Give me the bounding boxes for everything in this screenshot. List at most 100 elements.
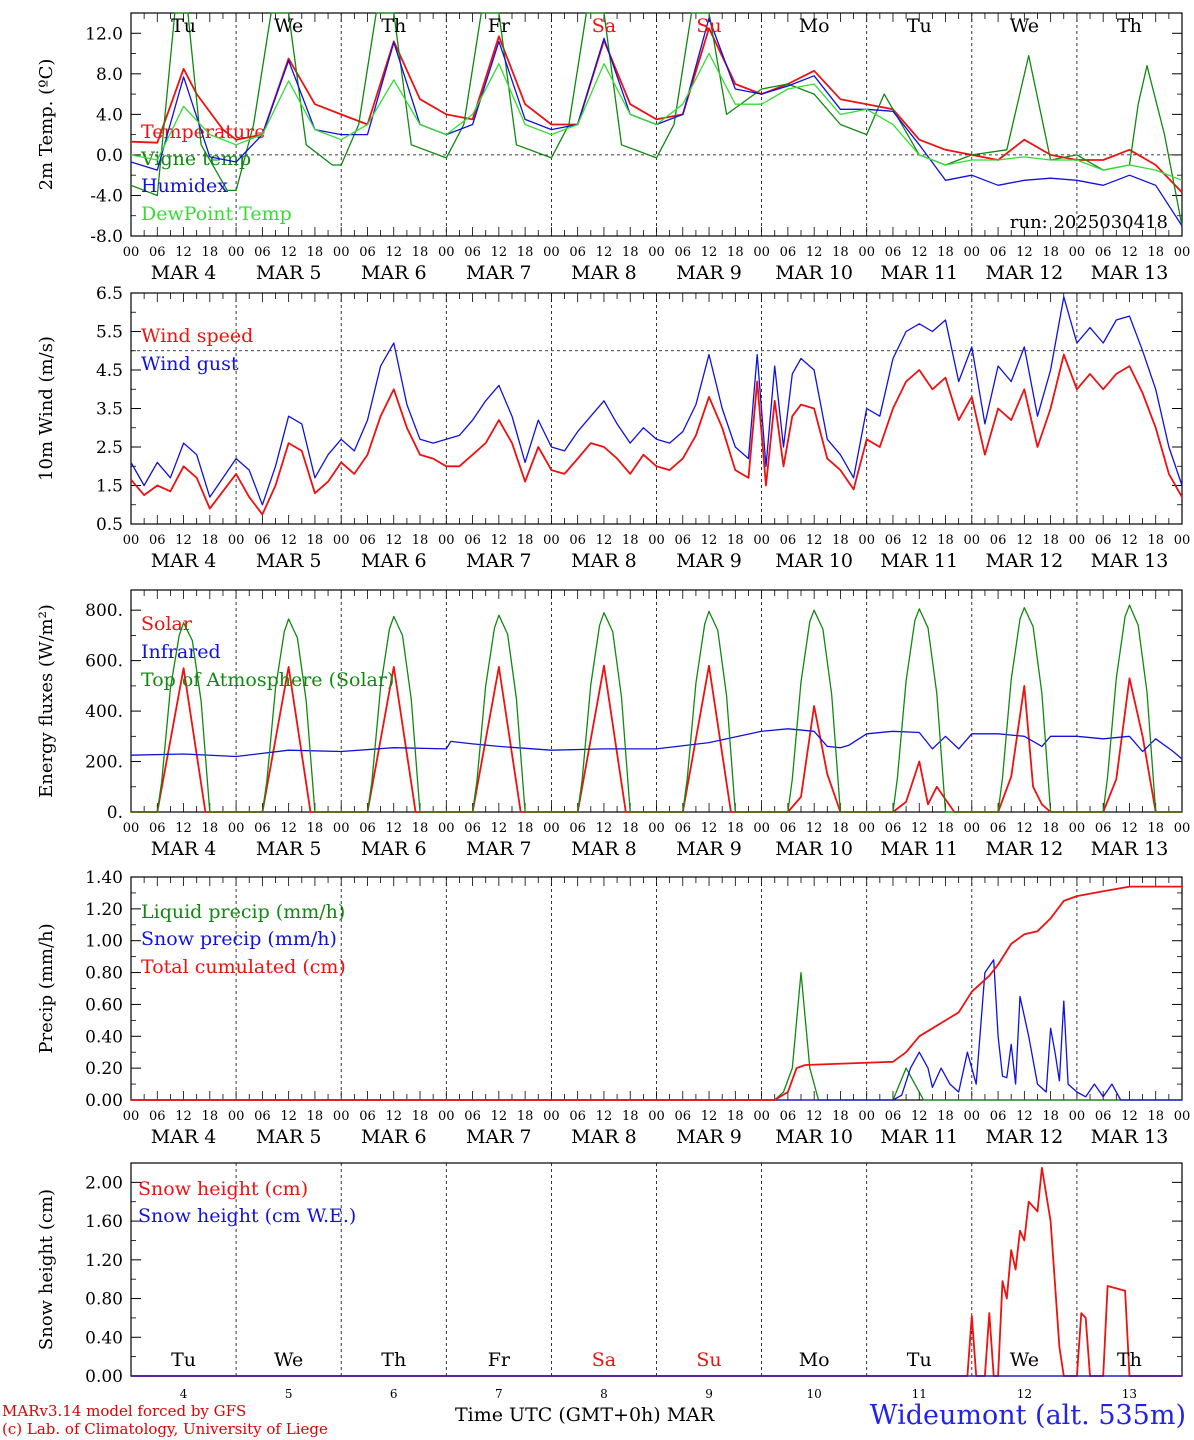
weekday-label-top: Th bbox=[381, 15, 406, 37]
date-label: MAR 7 bbox=[466, 1126, 532, 1148]
hour-tick-label: 18 bbox=[727, 533, 744, 548]
hour-tick-label: 18 bbox=[307, 533, 324, 548]
hour-tick-label: 06 bbox=[569, 821, 586, 836]
y-tick-label: 800. bbox=[85, 601, 123, 621]
hour-tick-label: 18 bbox=[412, 245, 429, 260]
y-tick-label: 4.5 bbox=[96, 361, 123, 381]
date-label: MAR 12 bbox=[985, 1126, 1063, 1148]
legend-entry: Liquid precip (mm/h) bbox=[141, 901, 345, 923]
hour-tick-label: 12 bbox=[491, 533, 508, 548]
hour-tick-label: 00 bbox=[648, 821, 665, 836]
weekday-label-bottom: Tu bbox=[907, 1349, 932, 1371]
hour-tick-label: 06 bbox=[990, 821, 1007, 836]
date-label: MAR 7 bbox=[466, 838, 532, 860]
hour-tick-label: 00 bbox=[123, 1109, 140, 1124]
hour-tick-label: 00 bbox=[1174, 821, 1191, 836]
hour-tick-label: 00 bbox=[543, 821, 560, 836]
hour-tick-label: 00 bbox=[964, 245, 981, 260]
weekday-label-top: Sa bbox=[592, 15, 616, 37]
hour-tick-label: 12 bbox=[175, 1109, 192, 1124]
hour-tick-label: 18 bbox=[1147, 1109, 1164, 1124]
date-label: MAR 13 bbox=[1091, 262, 1169, 284]
day-number-label: 4 bbox=[180, 1387, 188, 1401]
hour-tick-label: 18 bbox=[412, 1109, 429, 1124]
hour-tick-label: 12 bbox=[1121, 821, 1138, 836]
hour-tick-label: 06 bbox=[359, 1109, 376, 1124]
hour-tick-label: 12 bbox=[911, 821, 928, 836]
hour-tick-label: 12 bbox=[280, 1109, 297, 1124]
legend-entry: Temperature bbox=[141, 121, 265, 143]
day-number-label: 11 bbox=[912, 1387, 927, 1401]
hour-tick-label: 18 bbox=[937, 533, 954, 548]
hour-tick-label: 00 bbox=[228, 1109, 245, 1124]
date-label: MAR 9 bbox=[676, 262, 742, 284]
hour-tick-label: 06 bbox=[885, 533, 902, 548]
y-axis-title: Energy fluxes (W/m²) bbox=[36, 604, 57, 798]
hour-tick-label: 12 bbox=[1016, 245, 1033, 260]
y-tick-label: 0.00 bbox=[85, 1091, 123, 1111]
y-tick-label: 1.00 bbox=[85, 932, 123, 952]
hour-tick-label: 00 bbox=[438, 1109, 455, 1124]
hour-tick-label: 06 bbox=[359, 821, 376, 836]
hour-tick-label: 00 bbox=[648, 1109, 665, 1124]
y-tick-label: 1.20 bbox=[85, 1251, 123, 1271]
hour-tick-label: 12 bbox=[596, 245, 613, 260]
y-tick-label: 0.0 bbox=[96, 146, 123, 166]
hour-tick-label: 12 bbox=[280, 821, 297, 836]
weekday-label-bottom: Th bbox=[1117, 1349, 1142, 1371]
legend-entry: Solar bbox=[141, 613, 193, 635]
hour-tick-label: 18 bbox=[202, 821, 219, 836]
hour-tick-label: 00 bbox=[753, 1109, 770, 1124]
hour-tick-label: 06 bbox=[990, 245, 1007, 260]
hour-tick-label: 18 bbox=[517, 245, 534, 260]
hour-tick-label: 18 bbox=[937, 821, 954, 836]
hour-tick-label: 06 bbox=[1095, 1109, 1112, 1124]
hour-tick-label: 12 bbox=[491, 821, 508, 836]
date-label: MAR 13 bbox=[1091, 550, 1169, 572]
hour-tick-label: 18 bbox=[832, 533, 849, 548]
hour-tick-label: 06 bbox=[149, 245, 166, 260]
y-tick-label: 0.5 bbox=[96, 515, 123, 535]
hour-tick-label: 12 bbox=[911, 533, 928, 548]
hour-tick-label: 00 bbox=[123, 821, 140, 836]
date-label: MAR 11 bbox=[880, 1126, 958, 1148]
hour-tick-label: 00 bbox=[333, 821, 350, 836]
day-number-label: 8 bbox=[600, 1387, 608, 1401]
hour-tick-label: 18 bbox=[412, 821, 429, 836]
hour-tick-label: 18 bbox=[832, 821, 849, 836]
hour-tick-label: 06 bbox=[254, 1109, 271, 1124]
hour-tick-label: 18 bbox=[202, 1109, 219, 1124]
y-tick-label: 0. bbox=[107, 803, 123, 823]
day-number-label: 9 bbox=[705, 1387, 713, 1401]
weekday-label-bottom: We bbox=[1010, 1349, 1039, 1371]
y-tick-label: 6.5 bbox=[96, 284, 123, 304]
legend-entry: Humidex bbox=[141, 175, 228, 197]
hour-tick-label: 06 bbox=[464, 821, 481, 836]
date-label: MAR 9 bbox=[676, 838, 742, 860]
hour-tick-label: 00 bbox=[753, 821, 770, 836]
y-tick-label: 0.80 bbox=[85, 1290, 123, 1310]
y-tick-label: 200. bbox=[85, 753, 123, 773]
hour-tick-label: 12 bbox=[491, 245, 508, 260]
series-line-vigne-temp bbox=[130, 12, 1183, 227]
date-label: MAR 5 bbox=[256, 262, 322, 284]
date-label: MAR 9 bbox=[676, 550, 742, 572]
date-label: MAR 5 bbox=[256, 1126, 322, 1148]
y-tick-label: 2.5 bbox=[96, 438, 123, 458]
hour-tick-label: 18 bbox=[307, 821, 324, 836]
hour-tick-label: 06 bbox=[464, 533, 481, 548]
hour-tick-label: 00 bbox=[858, 821, 875, 836]
hour-tick-label: 06 bbox=[1095, 245, 1112, 260]
hour-tick-label: 00 bbox=[543, 533, 560, 548]
hour-tick-label: 12 bbox=[701, 821, 718, 836]
hour-tick-label: 18 bbox=[832, 1109, 849, 1124]
weekday-label-top: We bbox=[1010, 15, 1039, 37]
y-axis-title: 2m Temp. (ºC) bbox=[36, 59, 57, 191]
date-label: MAR 11 bbox=[880, 550, 958, 572]
hour-tick-label: 06 bbox=[254, 821, 271, 836]
hour-tick-label: 12 bbox=[1016, 1109, 1033, 1124]
weekday-label-top: Su bbox=[696, 15, 721, 37]
hour-tick-label: 00 bbox=[1069, 821, 1086, 836]
hour-tick-label: 00 bbox=[333, 533, 350, 548]
